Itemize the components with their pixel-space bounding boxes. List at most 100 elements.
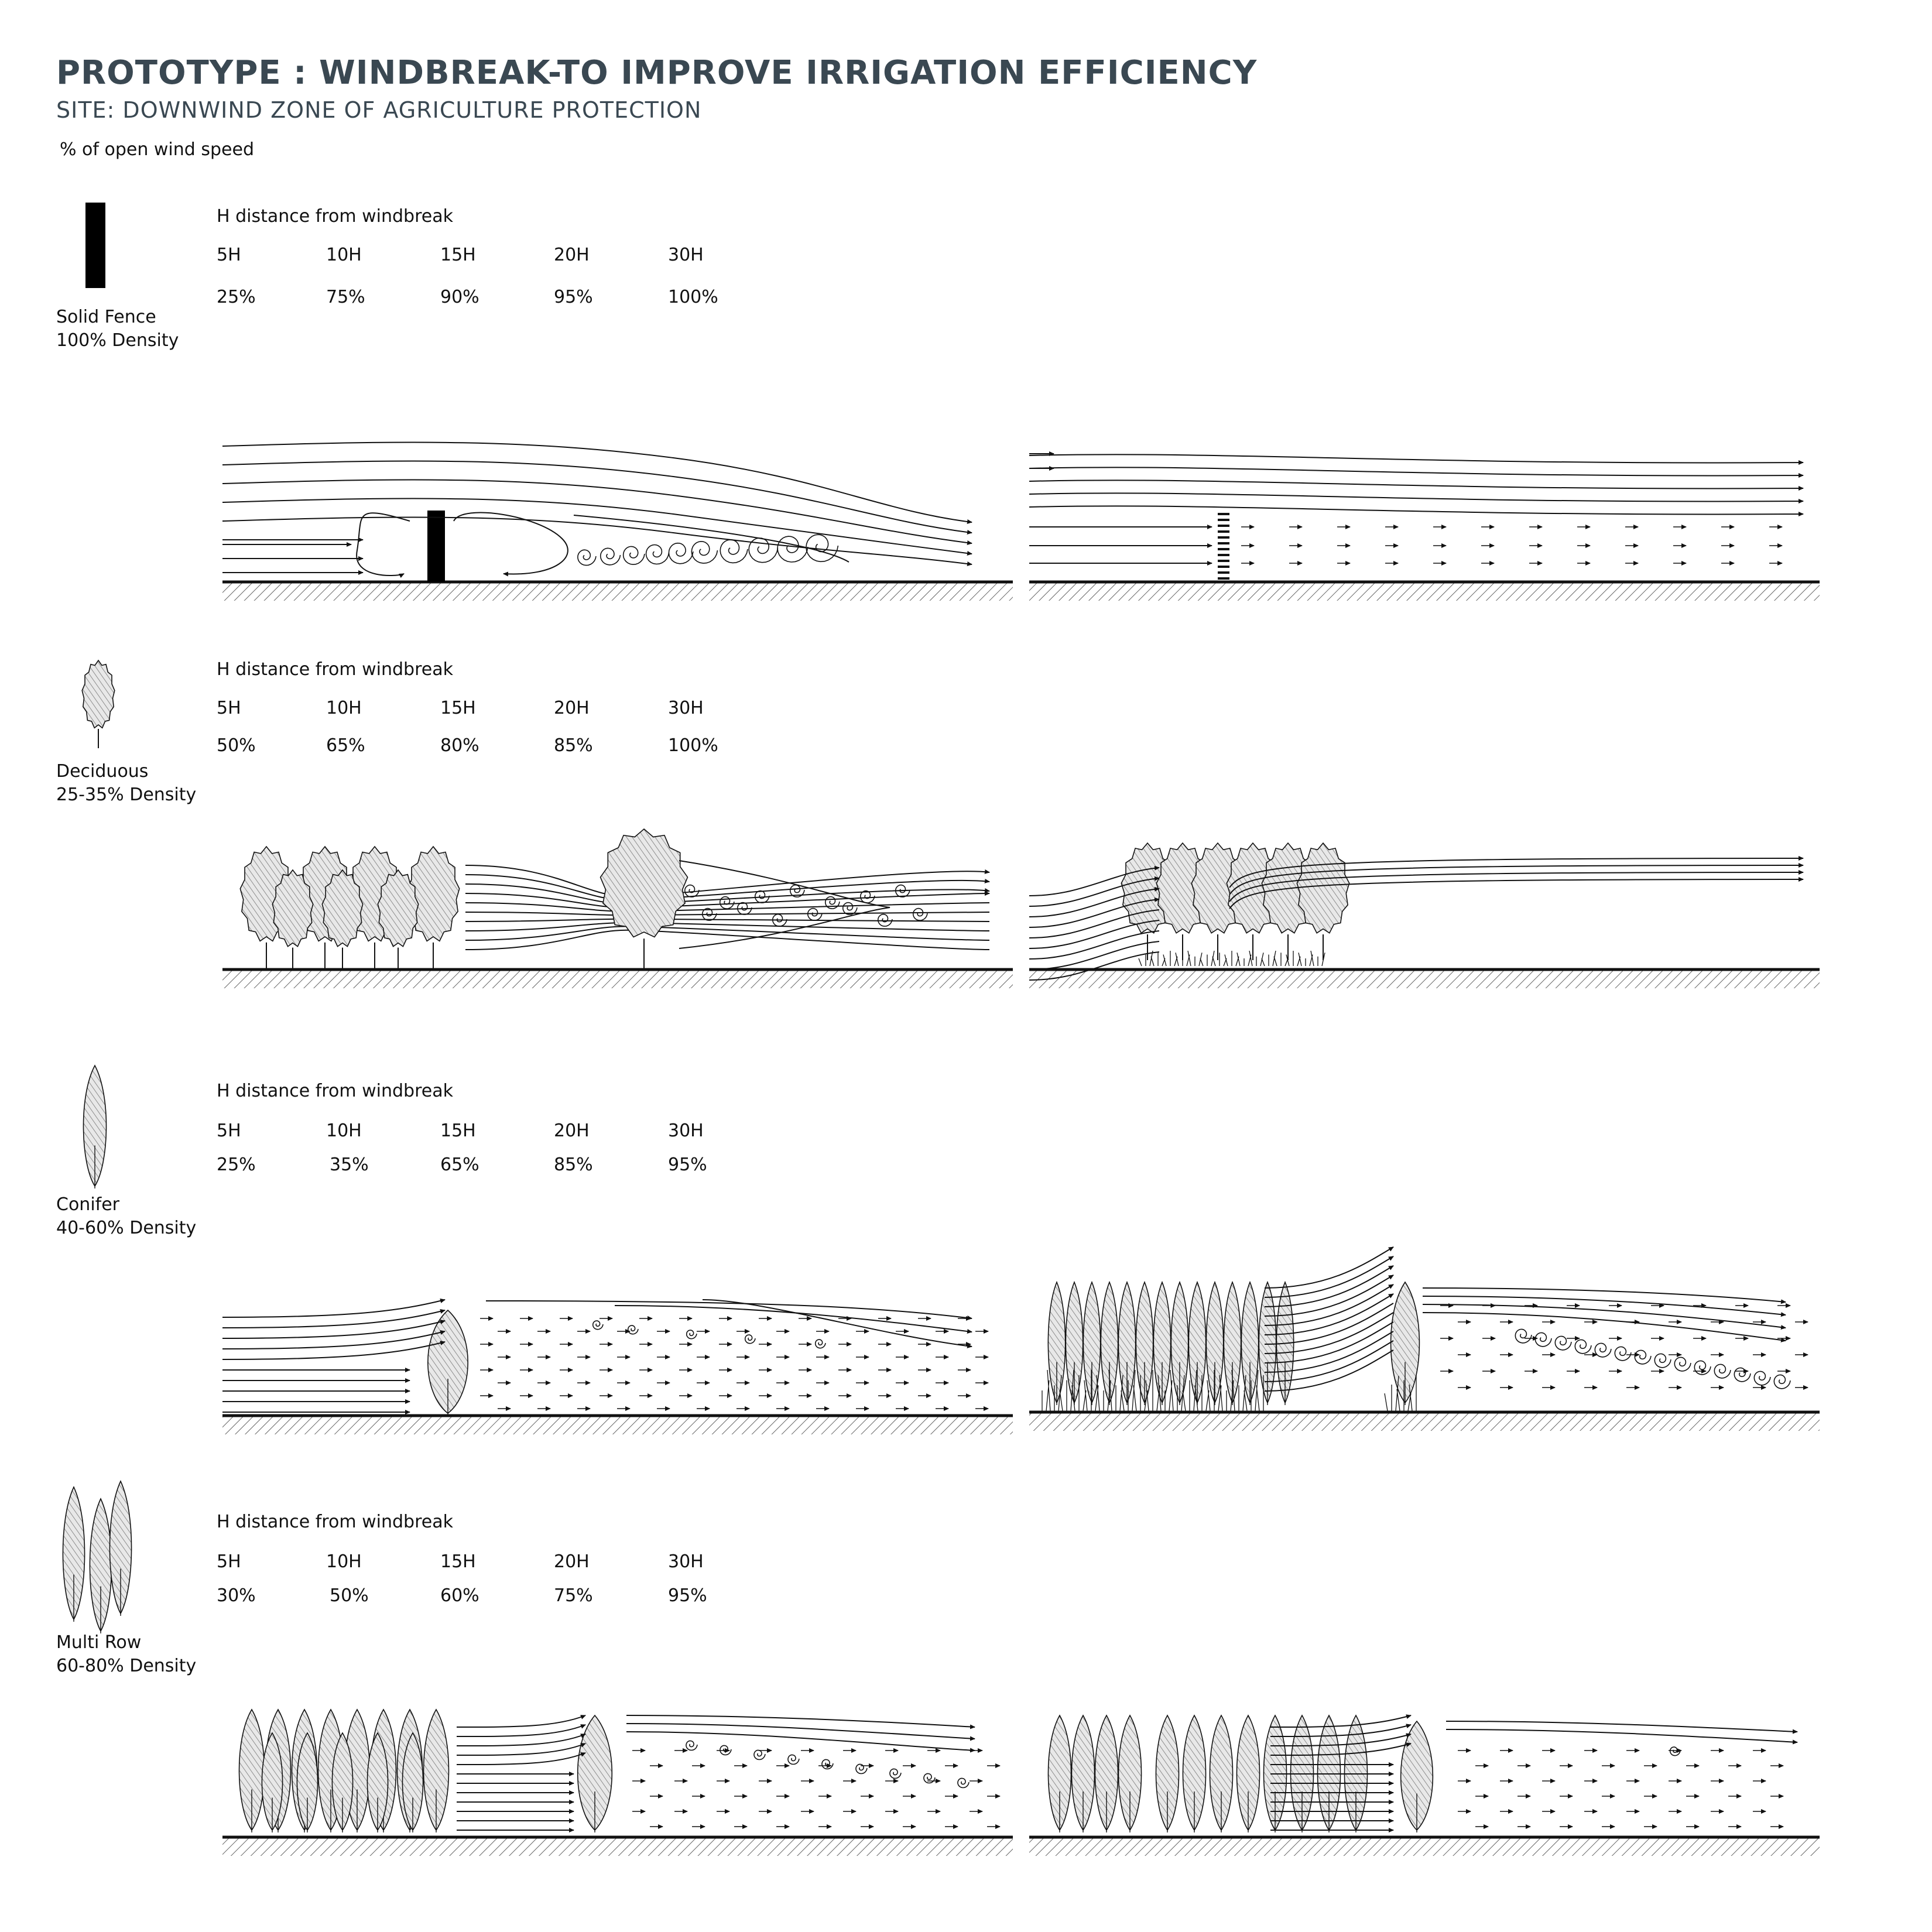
eddy-swirl [701, 907, 717, 921]
eddy-swirl [1694, 1360, 1711, 1375]
windbreak-density: 25-35% Density [56, 785, 197, 805]
eddy-swirl [814, 1339, 826, 1349]
wind-streamline [1270, 1742, 1412, 1756]
h-distance-title: H distance from windbreak [217, 1081, 453, 1101]
eddy-swirl [923, 1773, 936, 1784]
eddy-loop [356, 512, 410, 578]
wind-streamline [222, 516, 972, 566]
distance-15h: 15H [440, 698, 476, 718]
wind-streamline [1229, 863, 1804, 895]
eddy-swirl [592, 1320, 604, 1330]
wind-streamline [1264, 1331, 1394, 1373]
wind-streamline [1029, 492, 1804, 504]
wind-streamline [1422, 1312, 1786, 1342]
deciduous-tree [272, 869, 314, 947]
eddy-swirl [577, 549, 597, 566]
wind-streamline [1264, 1303, 1394, 1345]
speed-15h: 65% [440, 1155, 479, 1175]
eddy-swirl [1614, 1346, 1632, 1361]
speed-20h: 85% [554, 735, 593, 756]
eddy-swirl [824, 896, 840, 909]
row-deciduous-label: Deciduous 25-35% Density [56, 760, 196, 807]
eddy-swirl [777, 536, 809, 563]
shrub-grass [1138, 950, 1325, 967]
wind-streamline [1270, 1724, 1412, 1737]
eddy-swirl [772, 913, 787, 927]
ground-hatch [222, 1838, 1013, 1856]
wind-streamline [1229, 877, 1804, 909]
deciduous-tree-icon [81, 659, 115, 729]
wind-streamline [222, 1309, 446, 1328]
eddy-swirl [753, 1749, 766, 1760]
wind-streamline [626, 1715, 975, 1729]
eddy-swirl [720, 1745, 732, 1756]
wind-streamline [1264, 1265, 1394, 1307]
speed-5h: 25% [217, 1155, 256, 1175]
eddy-swirl [842, 902, 858, 915]
eddy-swirl [877, 913, 893, 927]
solid-fence-icon [85, 203, 105, 288]
shrub-grass [1384, 1375, 1417, 1412]
eddy-swirl [1654, 1353, 1671, 1368]
distance-10h: 10H [326, 698, 362, 718]
wind-streamline [1264, 1321, 1394, 1364]
speed-10h: 65% [326, 735, 365, 756]
wind-streamline [1029, 930, 1160, 960]
page-subtitle: SITE: DOWNWIND ZONE OF AGRICULTURE PROTE… [56, 97, 702, 123]
wind-streamline [1029, 909, 1160, 938]
distance-30h: 30H [668, 698, 704, 718]
speed-10h: 75% [326, 287, 365, 307]
speed-15h: 80% [440, 735, 479, 756]
eddy-swirl [691, 540, 718, 564]
eddy-swirl [686, 1330, 697, 1340]
eddy-swirl [1753, 1371, 1771, 1386]
eddy-swirl [1634, 1349, 1652, 1365]
speed-30h: 95% [668, 1585, 707, 1606]
windbreak-density: 60-80% Density [56, 1656, 197, 1676]
windbreak-type-name: Deciduous [56, 761, 149, 782]
windbreak-type-name: Solid Fence [56, 307, 156, 327]
wind-streamline [626, 1723, 975, 1741]
eddy-swirl [889, 1768, 902, 1779]
eddy-swirl [668, 542, 694, 564]
speed-20h: 85% [554, 1155, 593, 1175]
wind-streamline [1445, 1721, 1798, 1734]
eddy-loop [453, 512, 568, 577]
eddy-swirl [1515, 1328, 1532, 1344]
eddy-swirl [622, 546, 645, 566]
ground-hatch [222, 1417, 1013, 1434]
eddy-swirl [895, 884, 910, 898]
wind-streamline [456, 1715, 586, 1728]
eddy-swirl [627, 1325, 639, 1335]
eddy-swirl [859, 890, 875, 903]
speed-10h: 35% [330, 1155, 369, 1175]
wind-streamline [614, 1305, 972, 1334]
distance-10h: 10H [326, 1551, 362, 1572]
eddy-swirl [1674, 1356, 1691, 1372]
speed-30h: 95% [668, 1155, 707, 1175]
eddy-swirl [1574, 1339, 1592, 1354]
eddy-swirl [720, 539, 748, 564]
eddy-swirl [744, 1334, 756, 1344]
page-title: PROTOTYPE : WINDBREAK-TO IMPROVE IRRIGAT… [56, 54, 1258, 92]
wind-streamline [222, 441, 972, 524]
distance-10h: 10H [326, 1121, 362, 1141]
distance-30h: 30H [668, 1121, 704, 1141]
speed-30h: 100% [668, 735, 718, 756]
distance-30h: 30H [668, 245, 704, 265]
ground-hatch [222, 971, 1013, 988]
ground-hatch [1029, 1838, 1820, 1856]
wind-streamline [1029, 865, 1160, 896]
wind-streamline [1029, 454, 1804, 465]
windbreak-density: 100% Density [56, 330, 179, 351]
wind-speed-caption: % of open wind speed [60, 139, 254, 160]
wind-streamline [1264, 1275, 1394, 1317]
speed-5h: 50% [217, 735, 256, 756]
eddy-swirl [1534, 1332, 1552, 1347]
wind-streamline [465, 929, 990, 950]
h-distance-title: H distance from windbreak [217, 1512, 453, 1532]
shrub-grass [1042, 1369, 1264, 1412]
distance-20h: 20H [554, 1551, 590, 1572]
wind-streamline [1264, 1293, 1394, 1335]
